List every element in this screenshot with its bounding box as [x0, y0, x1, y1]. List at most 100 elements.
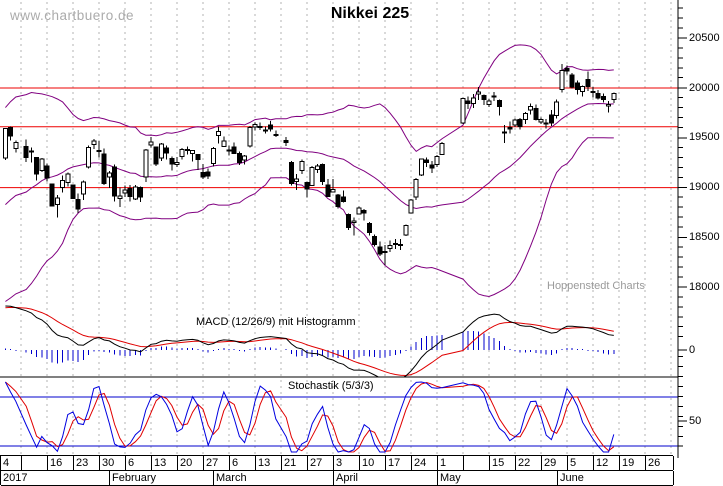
candle — [543, 122, 549, 125]
candle — [122, 189, 128, 194]
candle — [470, 97, 476, 104]
candle — [49, 183, 55, 207]
candle — [585, 78, 591, 88]
candle — [439, 142, 445, 156]
week-label: 6 — [126, 456, 152, 470]
candle — [481, 95, 487, 101]
candle — [179, 149, 185, 158]
candle — [491, 95, 497, 98]
week-label: 20 — [178, 456, 204, 470]
week-label: 27 — [308, 456, 334, 470]
candle — [429, 164, 435, 169]
candle — [138, 187, 144, 198]
week-label: 6 — [230, 456, 256, 470]
week-label: 19 — [620, 456, 646, 470]
candle — [434, 156, 440, 165]
candle — [184, 149, 190, 152]
week-label: 30 — [100, 456, 126, 470]
candle — [231, 146, 237, 154]
candle — [366, 223, 372, 233]
month-label: February — [110, 471, 214, 485]
candle — [340, 196, 346, 202]
support-resistance-lines — [0, 87, 678, 447]
candle — [538, 119, 544, 123]
month-label: June — [558, 471, 674, 485]
candle — [273, 133, 279, 137]
candle — [392, 242, 398, 245]
candle — [143, 149, 149, 178]
candle — [574, 82, 580, 91]
candle — [554, 101, 560, 117]
candle — [507, 126, 513, 130]
candle — [262, 129, 268, 132]
candle — [65, 173, 71, 183]
candle — [611, 93, 617, 100]
candle — [75, 198, 81, 210]
candle — [106, 172, 112, 178]
week-label: 10 — [360, 456, 386, 470]
month-label: May — [438, 471, 558, 485]
macd-label: MACD (12/26/9) mit Histogramm — [196, 316, 356, 328]
candle — [200, 172, 206, 178]
candle — [236, 153, 242, 163]
week-label: 3 — [334, 456, 360, 470]
candle — [283, 139, 289, 143]
candle — [8, 127, 14, 137]
week-label: 15 — [490, 456, 516, 470]
week-label: 4 — [1, 456, 22, 470]
candle — [44, 165, 50, 179]
bollinger-bands — [5, 44, 614, 302]
y-axis-label: 18000 — [689, 280, 720, 293]
candle — [60, 179, 66, 189]
watermark: www.chartbuero.de — [10, 8, 135, 23]
candle — [496, 100, 502, 107]
y-axis-label: 20000 — [689, 81, 720, 94]
candle — [299, 160, 305, 171]
candle — [158, 143, 164, 159]
candle — [533, 108, 539, 120]
candle — [502, 131, 508, 134]
candle — [174, 162, 180, 165]
candle — [153, 146, 159, 165]
candle — [387, 245, 393, 250]
candle — [23, 145, 29, 159]
candle — [195, 154, 201, 160]
y-axis — [677, 0, 687, 458]
candle — [80, 181, 86, 195]
candle — [325, 184, 331, 198]
candle — [580, 86, 586, 92]
week-label: 17 — [386, 456, 412, 470]
candle — [39, 158, 45, 171]
y-axis-label: 18500 — [689, 230, 720, 243]
y-axis-label: 50 — [689, 414, 702, 427]
candle — [606, 104, 612, 107]
candle — [288, 161, 294, 184]
macd-panel — [4, 305, 615, 377]
week-label: 24 — [412, 456, 438, 470]
candle — [486, 100, 492, 105]
candle — [403, 224, 409, 236]
candle — [361, 210, 367, 214]
candle — [465, 100, 471, 105]
candle — [164, 147, 170, 154]
candle — [517, 119, 523, 128]
candle — [226, 149, 232, 152]
candle — [210, 147, 216, 164]
candle — [304, 182, 310, 190]
candle — [216, 130, 222, 137]
candle — [127, 187, 133, 198]
week-label: 12 — [594, 456, 620, 470]
date-axis-table: 4 16 23 30 6 13 20 27 6 13 21 27 3 10 17 24 1 15 22 29 5 12 19… — [0, 455, 674, 486]
week-label: 27 — [204, 456, 230, 470]
candle — [247, 126, 253, 147]
candle — [559, 69, 565, 90]
candle — [522, 113, 528, 120]
week-label: 21 — [282, 456, 308, 470]
candle — [190, 150, 196, 155]
candle — [221, 140, 227, 147]
y-axis-label: 0 — [689, 343, 696, 356]
candle — [294, 178, 300, 182]
candle — [335, 194, 341, 207]
candle — [476, 91, 482, 95]
